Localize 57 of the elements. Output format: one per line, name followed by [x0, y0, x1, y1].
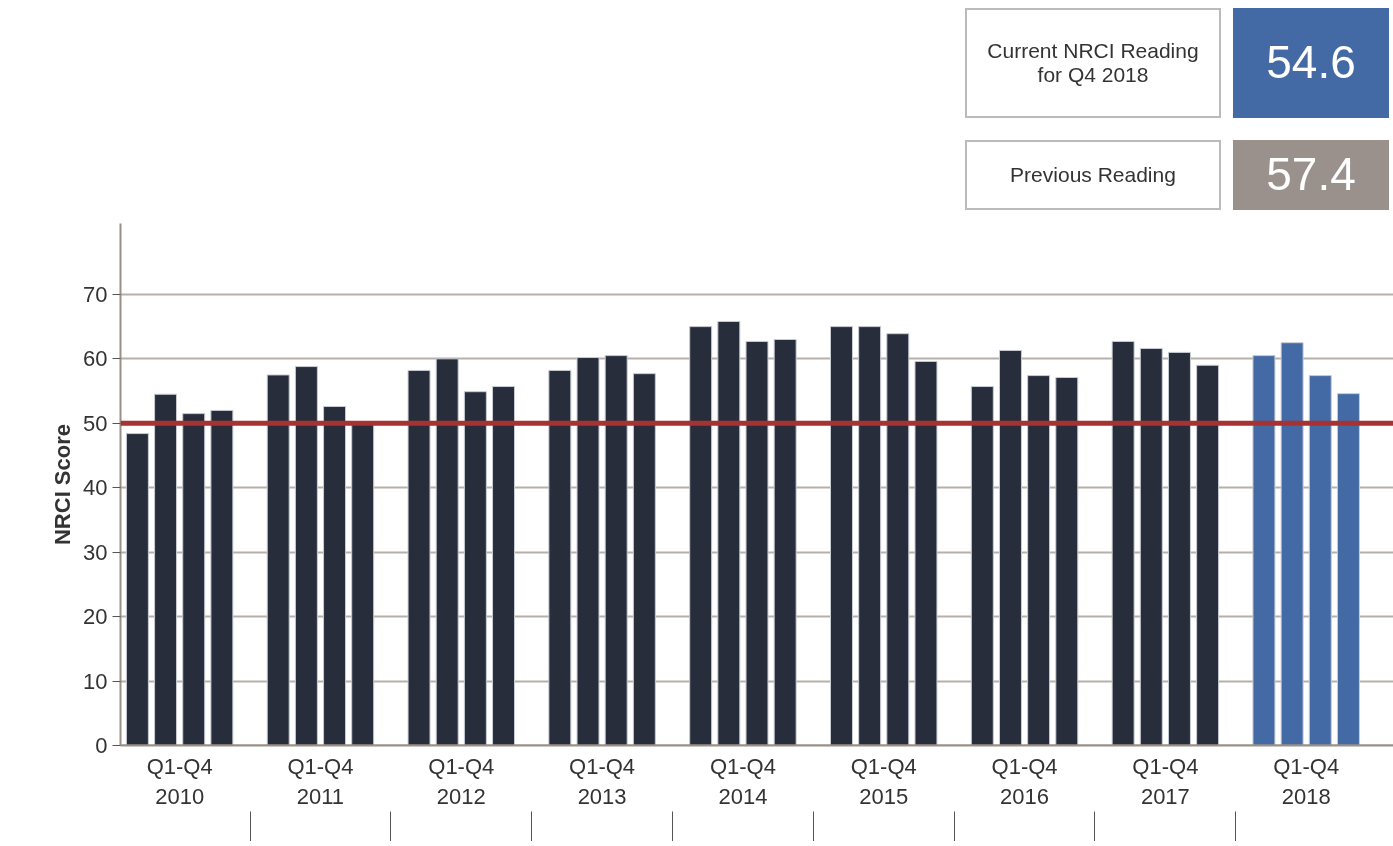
bar	[407, 369, 431, 746]
bar	[463, 391, 487, 746]
y-tick-label: 50	[83, 410, 108, 436]
bar	[745, 340, 769, 746]
bar	[886, 333, 910, 746]
y-axis-title: NRCI Score	[50, 423, 76, 546]
bar	[210, 409, 234, 746]
x-tick-label: Q1-Q4 2010	[146, 753, 213, 809]
bar	[182, 413, 206, 746]
bar	[435, 358, 459, 746]
x-tick-label: Q1-Q4 2012	[428, 753, 495, 809]
bar	[830, 326, 853, 746]
x-tick-label: Q1-Q4 2014	[709, 753, 776, 809]
bar	[858, 326, 882, 746]
y-tick-label: 40	[83, 475, 108, 501]
bar	[1280, 342, 1304, 746]
bar	[717, 320, 741, 746]
bar	[1336, 393, 1360, 746]
bar	[1139, 348, 1163, 746]
x-tick-label: Q1-Q4 2015	[850, 753, 917, 809]
bar	[1167, 351, 1191, 746]
bar	[266, 374, 290, 746]
x-tick-label: Q1-Q4 2013	[569, 753, 636, 809]
bar	[970, 386, 994, 746]
y-tick-label: 10	[83, 668, 108, 694]
x-tick-label: Q1-Q4 2018	[1273, 753, 1340, 809]
text: 57.4	[1233, 140, 1389, 210]
bar	[576, 357, 600, 746]
bar	[323, 406, 347, 746]
text: 54.6	[1233, 8, 1389, 118]
bar	[914, 360, 938, 746]
y-tick-label: 70	[83, 281, 108, 307]
bar	[1196, 364, 1220, 746]
bar	[773, 339, 797, 746]
bar	[294, 366, 318, 746]
bar	[1055, 377, 1079, 746]
bar	[1252, 355, 1276, 746]
y-tick-label: 60	[83, 346, 108, 372]
bar	[998, 349, 1022, 746]
text: Previous Reading	[965, 140, 1221, 210]
bar	[1111, 340, 1135, 746]
bar	[492, 386, 516, 746]
y-tick-label: 0	[95, 733, 108, 758]
bar	[689, 326, 713, 746]
bar	[125, 433, 149, 746]
x-tick-label: Q1-Q4 2016	[991, 753, 1058, 809]
text: Current NRCI Reading for Q4 2018	[965, 8, 1221, 118]
bar	[1308, 375, 1332, 746]
y-tick-label: 20	[83, 604, 108, 630]
y-tick-label: 30	[83, 539, 108, 565]
x-tick-label: Q1-Q4 2011	[287, 753, 354, 809]
bar	[604, 355, 628, 746]
bar	[154, 393, 178, 746]
bar	[632, 373, 656, 746]
bar	[548, 369, 572, 746]
bar	[1027, 375, 1051, 746]
x-tick-label: Q1-Q4 2017	[1132, 753, 1199, 809]
